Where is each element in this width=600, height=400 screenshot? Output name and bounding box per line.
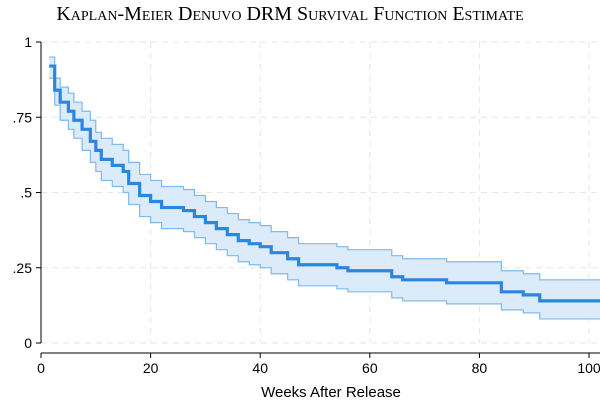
confidence-band-lower (49, 77, 600, 320)
x-tick-label-2: 40 (252, 360, 268, 376)
x-tick-label-5: 100 (577, 360, 600, 376)
x-tick-label-3: 60 (362, 360, 378, 376)
x-tick-label-0: 0 (37, 360, 45, 376)
confidence-band-layer (49, 56, 600, 320)
survival-line-layer (49, 64, 600, 303)
chart-title: Kaplan-Meier Denuvo DRM Survival Functio… (56, 3, 523, 25)
y-axis-ticks: 0 .25 .5 .75 1 (13, 34, 41, 351)
x-axis-label: Weeks After Release (261, 384, 401, 400)
y-tick-label-4: 1 (24, 34, 32, 50)
x-axis-ticks: 0 20 40 60 80 100 (37, 353, 600, 376)
y-tick-label-1: .25 (13, 260, 33, 276)
x-tick-label-1: 20 (143, 360, 159, 376)
y-tick-label-3: .75 (13, 109, 33, 125)
x-tick-label-4: 80 (472, 360, 488, 376)
y-tick-label-2: .5 (20, 185, 32, 201)
y-tick-label-0: 0 (24, 335, 32, 351)
survival-series-line-0 (49, 64, 600, 303)
confidence-band-area (49, 57, 600, 319)
confidence-band-upper (49, 56, 600, 281)
